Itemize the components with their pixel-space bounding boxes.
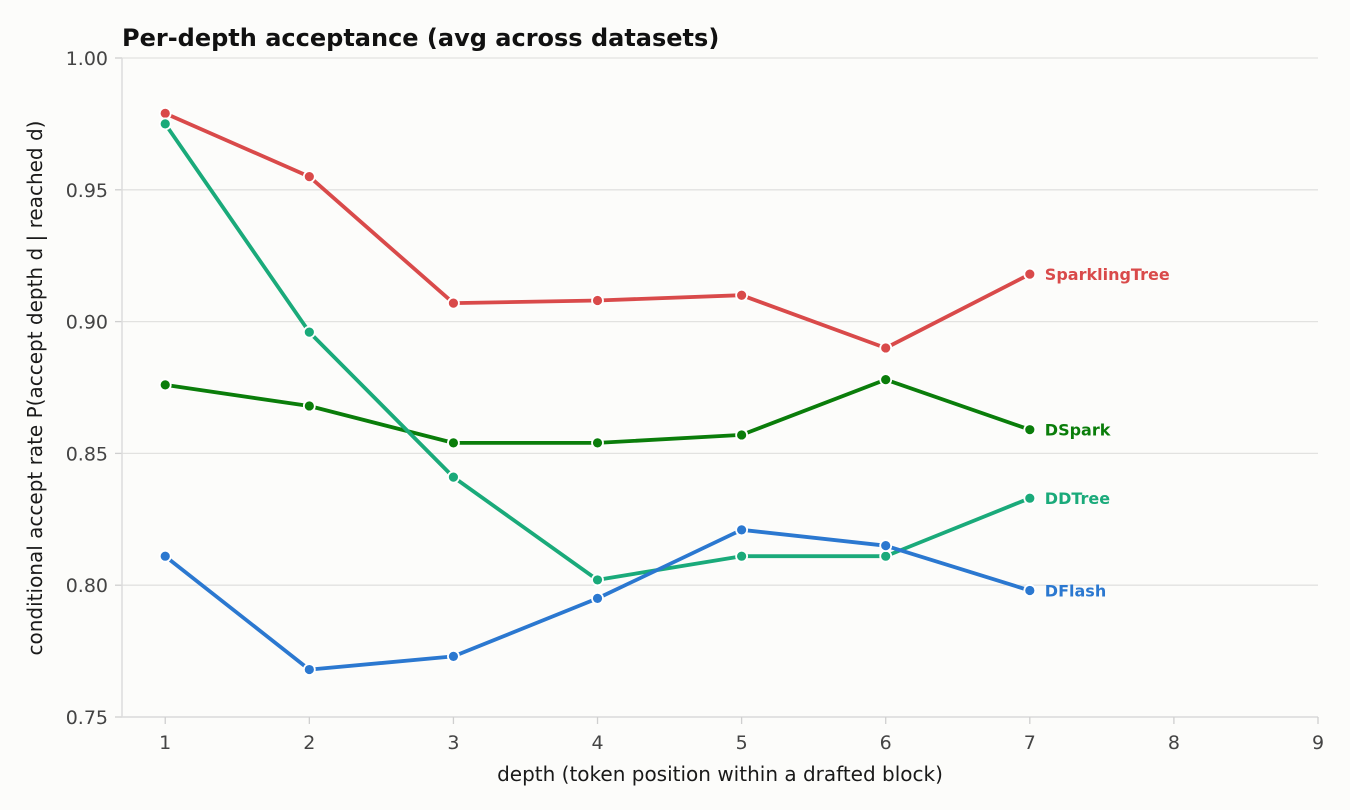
data-point — [447, 436, 460, 450]
y-tick-label: 0.95 — [66, 180, 108, 202]
data-point — [879, 341, 893, 355]
series-dspark: DSpark — [158, 373, 1111, 450]
series-line — [163, 122, 1032, 582]
series: SparklingTree DSpark DDTree DFlash — [158, 106, 1170, 676]
y-tick-label: 1.00 — [66, 48, 108, 70]
series-label: DFlash — [1045, 581, 1106, 600]
data-point — [591, 436, 604, 450]
series-sparklingtree: SparklingTree — [158, 106, 1170, 355]
x-tick-label: 5 — [736, 732, 748, 754]
data-point — [447, 470, 460, 484]
x-tick-label: 9 — [1312, 732, 1324, 754]
data-point — [158, 378, 172, 392]
data-point — [735, 523, 749, 537]
data-point — [1023, 584, 1037, 597]
x-axis-label: depth (token position within a drafted b… — [497, 762, 943, 786]
data-point — [879, 539, 893, 553]
data-point — [735, 288, 749, 302]
data-point — [1023, 491, 1037, 505]
data-point — [302, 663, 316, 676]
series-ddtree: DDTree — [158, 117, 1110, 587]
grid — [122, 57, 1318, 718]
x-tick-label: 7 — [1024, 732, 1036, 754]
y-axis-label: conditional accept rate P(accept depth d… — [23, 121, 47, 656]
data-point — [879, 373, 893, 386]
data-point — [158, 106, 172, 120]
y-tick-label: 0.75 — [66, 707, 108, 729]
data-point — [591, 591, 604, 605]
x-tick-label: 2 — [303, 732, 315, 754]
data-point — [591, 294, 604, 307]
data-point — [735, 428, 749, 442]
data-point — [302, 399, 316, 413]
series-line — [163, 377, 1032, 445]
x-tick-label: 8 — [1168, 732, 1180, 754]
axes: 0.75 0.80 0.85 0.90 0.95 1.00 1 2 3 4 5 6 7 8 9 — [66, 48, 1324, 754]
y-tick-label: 0.90 — [66, 312, 108, 334]
series-label: DDTree — [1045, 489, 1110, 508]
y-tick-label: 0.80 — [66, 575, 108, 597]
x-tick-label: 4 — [591, 732, 603, 754]
data-point — [158, 117, 172, 131]
series-dflash: DFlash — [158, 523, 1106, 676]
series-label: DSpark — [1045, 421, 1111, 440]
data-point — [447, 296, 460, 310]
data-point — [879, 549, 893, 563]
data-point — [302, 170, 316, 184]
data-point — [447, 649, 460, 663]
x-tick-label: 6 — [880, 732, 892, 754]
data-point — [302, 325, 316, 339]
data-point — [1023, 423, 1037, 437]
y-tick-label: 0.85 — [66, 443, 108, 465]
x-tick-label: 3 — [447, 732, 459, 754]
data-point — [158, 549, 172, 563]
x-tick-label: 1 — [159, 732, 171, 754]
chart-title: Per-depth acceptance (avg across dataset… — [122, 24, 719, 52]
data-point — [1023, 267, 1037, 281]
data-point — [735, 549, 749, 563]
data-point — [591, 573, 604, 587]
series-label: SparklingTree — [1045, 265, 1170, 284]
